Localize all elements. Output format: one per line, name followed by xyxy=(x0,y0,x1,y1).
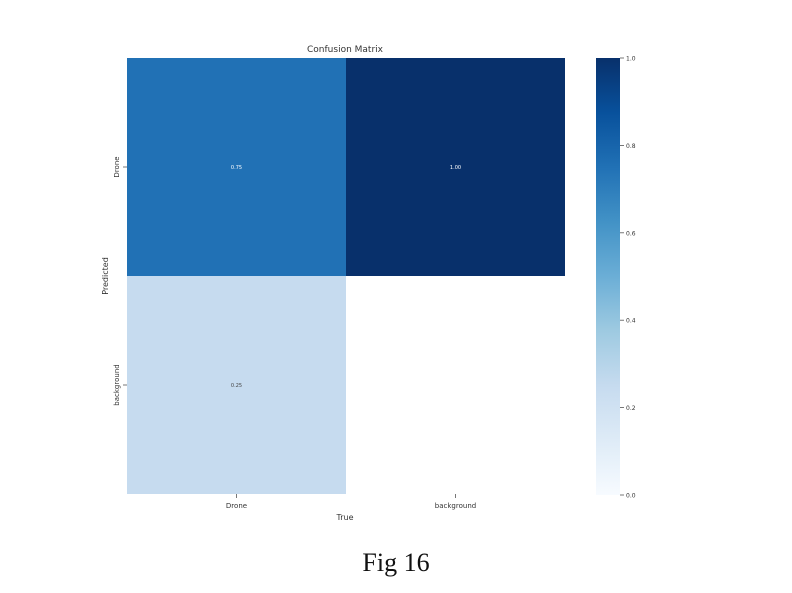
heatmap-cell-1-0 xyxy=(127,276,346,494)
colorbar: 0.0 0.2 0.4 0.6 0.8 1.0 xyxy=(596,56,636,500)
y-tick-label-1: background xyxy=(113,364,121,405)
x-tick-label-0: Drone xyxy=(226,502,247,510)
confusion-matrix-chart: Confusion Matrix 0.75 1.00 0.25 Drone backg… xyxy=(101,45,636,522)
heatmap-cell-0-1 xyxy=(346,58,565,276)
heatmap-cell-labels: 0.75 1.00 0.25 xyxy=(231,165,461,389)
x-axis: Drone background xyxy=(226,494,476,510)
y-axis-label: Predicted xyxy=(101,257,110,295)
colorbar-tick-label-3: 0.6 xyxy=(626,230,636,237)
cell-label-0-1: 1.00 xyxy=(450,165,461,171)
heatmap-cell-0-0 xyxy=(127,58,346,276)
colorbar-tick-label-5: 1.0 xyxy=(626,56,636,63)
cell-label-1-0: 0.25 xyxy=(231,383,242,389)
chart-title: Confusion Matrix xyxy=(307,45,384,55)
colorbar-tick-label-4: 0.8 xyxy=(626,143,636,150)
y-tick-label-0: Drone xyxy=(113,156,121,177)
colorbar-tick-label-2: 0.4 xyxy=(626,318,636,325)
colorbar-tick-label-1: 0.2 xyxy=(626,405,636,412)
figure-caption: Fig 16 xyxy=(362,548,430,577)
colorbar-gradient xyxy=(596,58,620,495)
colorbar-tick-label-0: 0.0 xyxy=(626,493,636,500)
x-axis-label: True xyxy=(336,513,354,522)
x-tick-label-1: background xyxy=(435,502,476,510)
cell-label-0-0: 0.75 xyxy=(231,165,242,171)
heatmap-cells xyxy=(127,58,565,494)
y-axis: Drone background xyxy=(113,156,127,406)
